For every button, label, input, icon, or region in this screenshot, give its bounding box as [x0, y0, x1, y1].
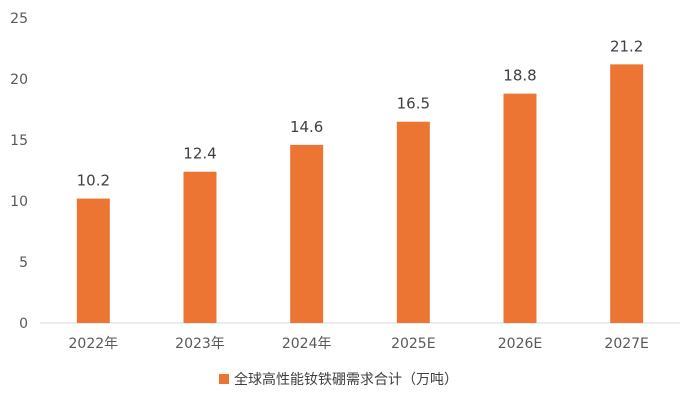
data-label: 14.6: [290, 118, 323, 136]
data-label: 16.5: [397, 95, 430, 113]
y-tick-label: 15: [10, 133, 28, 149]
bar: [503, 93, 537, 323]
bar: [610, 64, 644, 324]
y-axis-ticks: 0 5 10 15 20 25: [10, 11, 28, 332]
x-tick-label: 2023年: [175, 336, 225, 352]
bars: [76, 64, 644, 324]
data-label: 10.2: [77, 172, 110, 190]
data-label: 18.8: [503, 67, 536, 85]
data-labels: 10.2 12.4 14.6 16.5 18.8 21.2: [77, 37, 644, 189]
x-tick-label: 2027E: [604, 336, 648, 352]
y-tick-label: 25: [10, 11, 28, 27]
legend: 全球高性能钕铁硼需求合计（万吨）: [219, 371, 458, 388]
x-tick-label: 2024年: [282, 336, 332, 352]
legend-label: 全球高性能钕铁硼需求合计（万吨）: [234, 371, 458, 388]
bar: [183, 171, 217, 323]
bar: [396, 121, 430, 323]
y-tick-label: 10: [10, 194, 28, 210]
x-axis-ticks: 2022年 2023年 2024年 2025E 2026E 2027E: [69, 336, 649, 352]
bar: [290, 144, 324, 323]
bar: [76, 198, 110, 323]
data-label: 21.2: [610, 37, 643, 55]
x-tick-label: 2022年: [69, 336, 119, 352]
y-tick-label: 5: [19, 255, 28, 271]
legend-swatch: [219, 374, 229, 384]
data-label: 12.4: [183, 145, 216, 163]
x-tick-label: 2026E: [498, 336, 542, 352]
y-tick-label: 0: [19, 316, 28, 332]
x-tick-label: 2025E: [391, 336, 435, 352]
y-tick-label: 20: [10, 72, 28, 88]
